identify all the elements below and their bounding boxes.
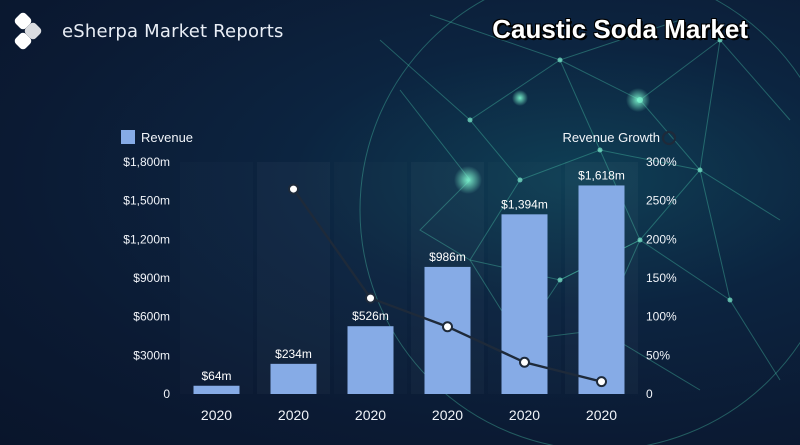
bar-revenue: [270, 363, 317, 394]
data-label-revenue: $1,618m: [578, 168, 625, 182]
y-left-tick-label: 0: [163, 387, 170, 401]
x-tick-label: 2020: [509, 407, 540, 423]
x-tick-label: 2020: [586, 407, 617, 423]
data-label-revenue: $1,394m: [501, 197, 548, 211]
data-label-revenue: $526m: [352, 309, 389, 323]
x-tick-label: 2020: [201, 407, 232, 423]
y-right-tick-label: 0: [646, 387, 653, 401]
point-revenue-growth: [365, 292, 376, 304]
esherpa-logo-icon: [14, 12, 42, 50]
page-title: Caustic Soda Market: [492, 14, 748, 44]
data-label-revenue: $234m: [275, 347, 312, 361]
bar-revenue: [578, 185, 625, 394]
y-left-tick-label: $1,200m: [123, 232, 170, 246]
brand-header: eSherpa Market Reports: [10, 10, 284, 52]
x-tick-label: 2020: [278, 407, 309, 423]
y-left-tick-label: $600m: [133, 310, 170, 324]
y-right-tick-label: 50%: [646, 348, 670, 362]
x-tick-label: 2020: [355, 407, 386, 423]
legend-label-revenue: Revenue: [141, 130, 193, 145]
legend-swatch-revenue: [121, 130, 135, 144]
x-tick-label: 2020: [432, 407, 463, 423]
y-right-tick-label: 200%: [646, 232, 677, 246]
y-right-tick-label: 300%: [646, 155, 677, 169]
y-right-tick-label: 250%: [646, 194, 677, 208]
point-revenue-growth: [596, 376, 607, 388]
bar-revenue: [347, 326, 394, 394]
y-left-tick-label: $1,500m: [123, 194, 170, 208]
point-revenue-growth: [519, 356, 530, 368]
point-revenue-growth: [442, 321, 453, 333]
bar-revenue: [193, 385, 240, 394]
y-left-tick-label: $900m: [133, 271, 170, 285]
y-left-tick-label: $1,800m: [123, 155, 170, 169]
y-right-tick-label: 150%: [646, 271, 677, 285]
data-label-revenue: $986m: [429, 250, 466, 264]
y-right-tick-label: 100%: [646, 310, 677, 324]
point-revenue-growth: [288, 183, 299, 195]
data-label-revenue: $64m: [201, 369, 231, 383]
legend-marker-revenue-growth: [661, 130, 677, 146]
column-band: [180, 162, 253, 394]
legend-label-revenue-growth: Revenue Growth: [562, 130, 660, 145]
brand-name: eSherpa Market Reports: [62, 20, 284, 42]
y-left-tick-label: $300m: [133, 348, 170, 362]
